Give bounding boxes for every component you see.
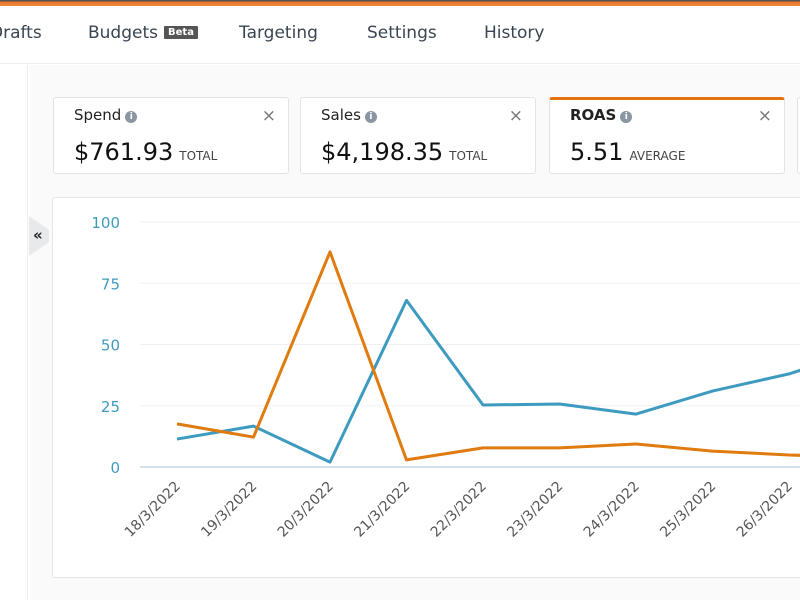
close-icon[interactable]: × <box>508 106 523 126</box>
top-accent-bar <box>0 0 800 6</box>
metric-unit: TOTAL <box>449 149 488 163</box>
chart-panel <box>52 197 800 578</box>
y-tick-label: 0 <box>110 459 120 477</box>
metric-value: $761.93 <box>74 138 174 166</box>
x-tick-label: 18/3/2022 <box>122 479 184 541</box>
metric-unit: AVERAGE <box>629 149 686 163</box>
metric-unit: TOTAL <box>179 149 218 163</box>
x-tick-label: 21/3/2022 <box>351 479 413 541</box>
metric-label: Sales <box>321 106 361 124</box>
metric-label: Spend <box>74 106 122 124</box>
metric-card-roas[interactable]: ROAS i × 5.51 AVERAGE <box>549 97 785 174</box>
metric-label: ROAS <box>570 106 617 124</box>
x-tick-label: 23/3/2022 <box>504 479 566 541</box>
tab-budgets[interactable]: Budgets Beta <box>88 23 198 43</box>
x-tick-label: 24/3/2022 <box>581 479 643 541</box>
y-tick-label: 100 <box>91 214 120 232</box>
metric-value: $4,198.35 <box>321 138 444 166</box>
left-sidebar <box>0 65 28 600</box>
series-line-1 <box>176 250 800 462</box>
x-tick-label: 25/3/2022 <box>657 479 719 541</box>
tab-history[interactable]: History <box>484 23 545 43</box>
y-tick-label: 25 <box>101 398 120 416</box>
metric-card-spend[interactable]: Spend i × $761.93 TOTAL <box>53 97 289 174</box>
info-icon[interactable]: i <box>125 111 138 123</box>
x-tick-label: 26/3/2022 <box>734 479 796 541</box>
x-tick-label: 22/3/2022 <box>428 479 490 541</box>
series-line-0 <box>176 298 800 464</box>
double-chevron-left-icon: « <box>33 226 43 244</box>
beta-badge: Beta <box>164 26 198 39</box>
x-tick-label: 20/3/2022 <box>275 479 337 541</box>
metric-value: 5.51 <box>570 138 624 166</box>
metric-card-next[interactable] <box>797 97 800 174</box>
info-icon[interactable]: i <box>620 111 633 123</box>
tab-targeting[interactable]: Targeting <box>239 23 318 43</box>
close-icon[interactable]: × <box>261 106 276 126</box>
tab-drafts[interactable]: Drafts <box>0 23 42 43</box>
y-tick-label: 50 <box>101 337 120 355</box>
x-tick-label: 19/3/2022 <box>198 479 260 541</box>
y-tick-label: 75 <box>101 275 120 293</box>
info-icon[interactable]: i <box>364 111 377 123</box>
close-icon[interactable]: × <box>757 106 772 126</box>
tab-settings[interactable]: Settings <box>367 23 437 43</box>
metric-card-sales[interactable]: Sales i × $4,198.35 TOTAL <box>300 97 536 174</box>
